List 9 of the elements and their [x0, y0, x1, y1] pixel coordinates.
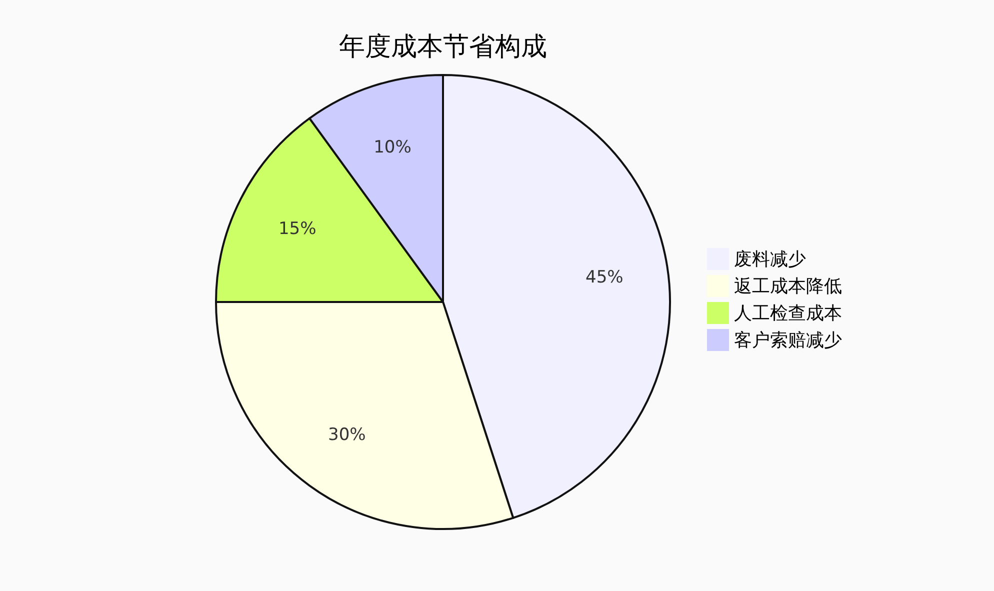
chart-title: 年度成本节省构成	[339, 32, 547, 62]
data-label: 30%	[328, 425, 366, 446]
legend-label: 客户索赔减少	[734, 330, 842, 351]
legend-label: 返工成本降低	[734, 276, 842, 297]
data-label: 10%	[374, 138, 412, 158]
legend-label: 人工检查成本	[734, 303, 842, 324]
data-label: 15%	[278, 218, 316, 239]
data-label: 45%	[586, 267, 624, 288]
slice-label: 废料减少	[734, 249, 806, 270]
